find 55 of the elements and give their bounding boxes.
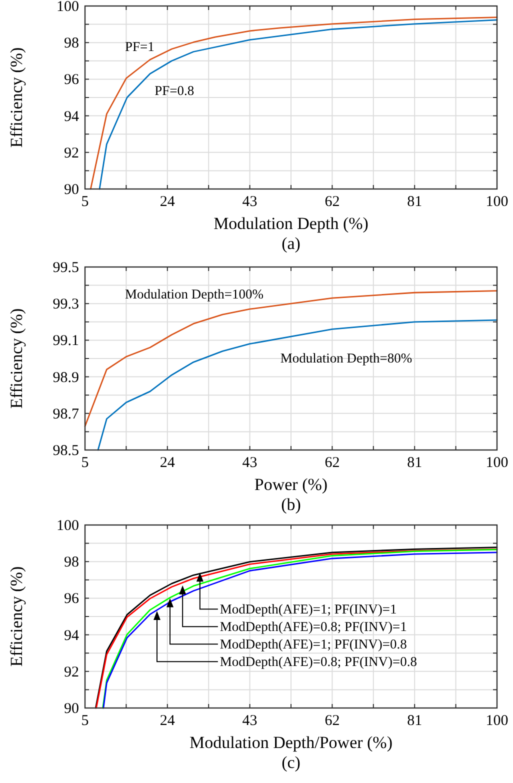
text: (b) (281, 495, 301, 514)
y-tick-label: 99.3 (52, 296, 79, 313)
line-series (84, 290, 498, 427)
x-axis-title: Modulation Depth (%) (214, 214, 368, 233)
x-tick-label: 100 (486, 713, 508, 729)
y-tick-label: 98.9 (52, 370, 79, 386)
x-tick-label: 24 (160, 713, 176, 729)
annotation: ModDepth(AFE)=1; PF(INV)=0.8 (220, 636, 408, 652)
line-series (97, 319, 498, 451)
y-tick-label: 96 (64, 72, 80, 88)
text: (c) (282, 753, 300, 772)
y-axis-title: Efficiency (%) (7, 47, 26, 148)
y-tick-label: 98 (64, 36, 79, 52)
x-tick-label: 100 (486, 455, 508, 471)
y-tick-label: 92 (64, 145, 79, 162)
y-tick-label: 98.5 (52, 443, 79, 459)
text: (a) (282, 234, 300, 253)
x-tick-label: 43 (242, 713, 258, 729)
x-tick-label: 81 (407, 194, 422, 210)
x-tick-label: 100 (486, 194, 508, 210)
x-axis-title: Modulation Depth/Power (%) (189, 733, 393, 752)
y-tick-label: 92 (64, 664, 79, 680)
x-tick-label: 62 (324, 194, 340, 210)
x-tick-label: 81 (407, 455, 422, 471)
x-tick-label: 5 (81, 713, 89, 729)
y-axis-title: Efficiency (%) (7, 566, 26, 667)
x-axis-title: Power (%) (254, 475, 328, 494)
series-label: Modulation Depth=100% (125, 286, 264, 302)
y-axis-title: Efficiency (%) (7, 308, 26, 409)
y-tick-label: 100 (56, 518, 79, 534)
series-label: PF=1 (125, 39, 154, 54)
series-label: PF=0.8 (154, 83, 194, 98)
y-tick-label: 100 (56, 0, 79, 15)
y-tick-label: 96 (64, 591, 80, 608)
y-tick-label: 94 (64, 628, 80, 644)
series-label: Modulation Depth=80% (280, 350, 412, 366)
y-tick-label: 90 (64, 182, 79, 198)
annotation: ModDepth(AFE)=0.8; PF(INV)=1 (220, 619, 407, 634)
x-tick-label: 43 (242, 194, 258, 210)
x-tick-label: 81 (407, 713, 422, 729)
y-tick-label: 90 (64, 701, 79, 717)
x-tick-label: 24 (160, 194, 176, 210)
x-tick-label: 5 (81, 194, 89, 210)
x-tick-label: 62 (324, 713, 340, 729)
annotation: ModDepth(AFE)=0.8; PF(INV)=0.8 (220, 654, 418, 670)
y-tick-label: 99.5 (52, 260, 79, 276)
y-tick-label: 94 (64, 108, 80, 125)
x-tick-label: 24 (160, 455, 176, 471)
y-tick-label: 98 (64, 554, 79, 571)
x-tick-label: 5 (81, 455, 89, 471)
y-tick-label: 99.1 (52, 333, 79, 350)
y-tick-label: 98.7 (52, 406, 80, 422)
x-tick-label: 43 (242, 455, 258, 471)
x-tick-label: 62 (324, 455, 340, 471)
annotation: ModDepth(AFE)=1; PF(INV)=1 (220, 602, 397, 617)
